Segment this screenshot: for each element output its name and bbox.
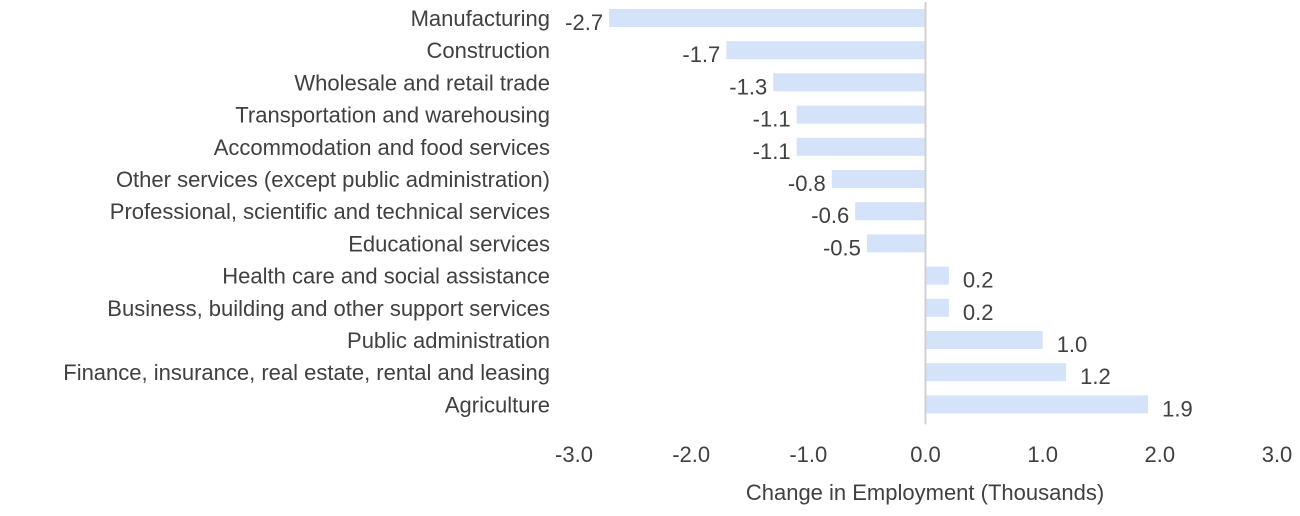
data-label: -0.6 — [811, 203, 849, 228]
category-label: Other services (except public administra… — [116, 167, 550, 192]
category-label: Manufacturing — [411, 6, 550, 31]
data-label: -2.7 — [565, 10, 603, 35]
data-label: 1.9 — [1162, 396, 1193, 421]
category-label: Business, building and other support ser… — [107, 296, 550, 321]
data-label: 0.2 — [963, 268, 994, 293]
bars-layer — [609, 9, 1149, 414]
category-label: Finance, insurance, real estate, rental … — [63, 360, 550, 385]
bar — [855, 202, 926, 221]
data-label: 1.0 — [1057, 332, 1088, 357]
category-label: Transportation and warehousing — [235, 103, 550, 128]
bar — [726, 41, 926, 60]
category-label: Public administration — [347, 328, 550, 353]
data-label: 0.2 — [963, 300, 994, 325]
data-label: -1.3 — [729, 74, 767, 99]
bar — [796, 105, 926, 124]
x-tick-label: 0.0 — [910, 442, 941, 467]
axis-layer: -3.0 -2.0 -1.0 0.0 1.0 2.0 3.0 — [555, 2, 1292, 467]
bar — [925, 331, 1043, 349]
data-label: 1.2 — [1080, 364, 1111, 389]
category-label: Health care and social assistance — [222, 264, 550, 289]
bar — [773, 73, 926, 92]
labels-layer: Manufacturing -2.7 Construction -1.7 Wholesa… — [63, 6, 1192, 421]
category-label: Wholesale and retail trade — [294, 70, 550, 95]
bar — [925, 363, 1067, 382]
category-label: Accommodation and food services — [214, 135, 550, 160]
data-label: -1.7 — [682, 42, 720, 67]
x-tick-label: 2.0 — [1145, 442, 1176, 467]
bar — [925, 266, 949, 285]
x-tick-label: -2.0 — [672, 442, 710, 467]
data-label: -1.1 — [753, 107, 791, 132]
category-label: Educational services — [348, 231, 550, 256]
data-label: -0.5 — [823, 235, 861, 260]
bar — [925, 395, 1149, 414]
bar — [866, 234, 926, 253]
x-tick-label: -3.0 — [555, 442, 593, 467]
bar — [609, 9, 926, 27]
category-label: Professional, scientific and technical s… — [110, 199, 550, 224]
x-tick-label: 1.0 — [1027, 442, 1058, 467]
x-tick-label: -1.0 — [789, 442, 827, 467]
data-label: -1.1 — [753, 139, 791, 164]
x-tick-label: 3.0 — [1262, 442, 1293, 467]
bar — [831, 170, 926, 188]
category-label: Construction — [426, 38, 550, 63]
bar — [796, 137, 926, 156]
bar — [925, 298, 949, 317]
data-label: -0.8 — [788, 171, 826, 196]
category-label: Agriculture — [445, 392, 550, 417]
x-axis-title: Change in Employment (Thousands) — [746, 480, 1104, 505]
